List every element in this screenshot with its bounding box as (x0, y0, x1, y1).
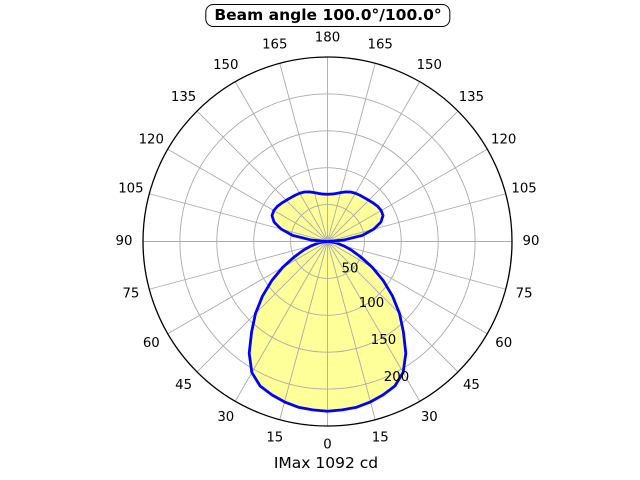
angle-tick-label: 120 (491, 132, 516, 147)
angle-tick-label: 90 (116, 234, 133, 249)
grid-spoke (327, 148, 488, 242)
angle-tick-label: 75 (122, 287, 139, 302)
grid-spoke (327, 241, 488, 335)
beam-curve-layer (247, 190, 408, 413)
angle-tick-label: 105 (511, 181, 536, 196)
grid-spoke (327, 241, 459, 373)
grid-ring (216, 130, 439, 353)
grid-spoke (149, 241, 328, 290)
radial-tick-label: 50 (342, 262, 359, 277)
grid-ring (253, 167, 402, 316)
grid-spoke (327, 81, 421, 242)
angle-tick-label: 45 (463, 378, 480, 393)
outer-circle (142, 56, 513, 427)
angle-tick-label: 165 (368, 37, 393, 52)
grid-spoke (279, 63, 328, 242)
angle-tick-label: 15 (266, 431, 283, 446)
angle-tick-label: 75 (516, 287, 533, 302)
grid-spoke (327, 241, 376, 420)
outer-circle-layer (142, 56, 513, 427)
angle-tick-label: 165 (262, 37, 287, 52)
angle-tick-label: 150 (213, 58, 238, 73)
angle-tick-label: 60 (495, 336, 512, 351)
angle-tick-label: 90 (523, 234, 540, 249)
angle-tick-label: 150 (417, 58, 442, 73)
grid-spoke (327, 241, 421, 402)
angle-tick-labels-layer: 0 15 15 30 30 45 45 60 60 75 75 90 90 105 105 120 120 135… (116, 31, 540, 453)
grid-spoke (167, 241, 328, 335)
grid-spoke (167, 148, 328, 242)
polar-grid-layer (143, 57, 512, 426)
imax-label: IMax 1092 cd (273, 454, 379, 472)
grid-ring (290, 204, 365, 279)
angle-tick-label: 120 (139, 132, 164, 147)
angle-tick-label: 30 (217, 410, 234, 425)
grid-spoke (196, 110, 328, 242)
grid-spoke (327, 193, 506, 242)
angle-tick-label: 0 (323, 438, 331, 453)
angle-tick-label: 135 (459, 90, 484, 105)
angle-tick-label: 105 (118, 181, 143, 196)
grid-spoke (234, 241, 328, 402)
radial-tick-label: 150 (371, 333, 396, 348)
angle-tick-label: 180 (315, 31, 340, 46)
grid-spoke (149, 193, 328, 242)
angle-tick-label: 30 (421, 410, 438, 425)
radial-tick-label: 200 (384, 370, 409, 385)
grid-spoke (234, 81, 328, 242)
grid-spoke (327, 110, 459, 242)
radial-tick-label: 100 (359, 296, 384, 311)
grid-spoke (196, 241, 328, 373)
grid-spoke (327, 241, 506, 290)
grid-spoke (279, 241, 328, 420)
angle-tick-label: 45 (175, 378, 192, 393)
grid-ring (179, 93, 476, 390)
radial-tick-labels-layer: 50 100 150 200 (342, 262, 410, 386)
beam-intensity-curve (247, 190, 408, 413)
angle-tick-label: 15 (372, 431, 389, 446)
angle-tick-label: 135 (171, 90, 196, 105)
chart-title: Beam angle 100.0°/100.0° (205, 4, 451, 27)
angle-tick-label: 60 (143, 336, 160, 351)
grid-spoke (327, 63, 376, 242)
